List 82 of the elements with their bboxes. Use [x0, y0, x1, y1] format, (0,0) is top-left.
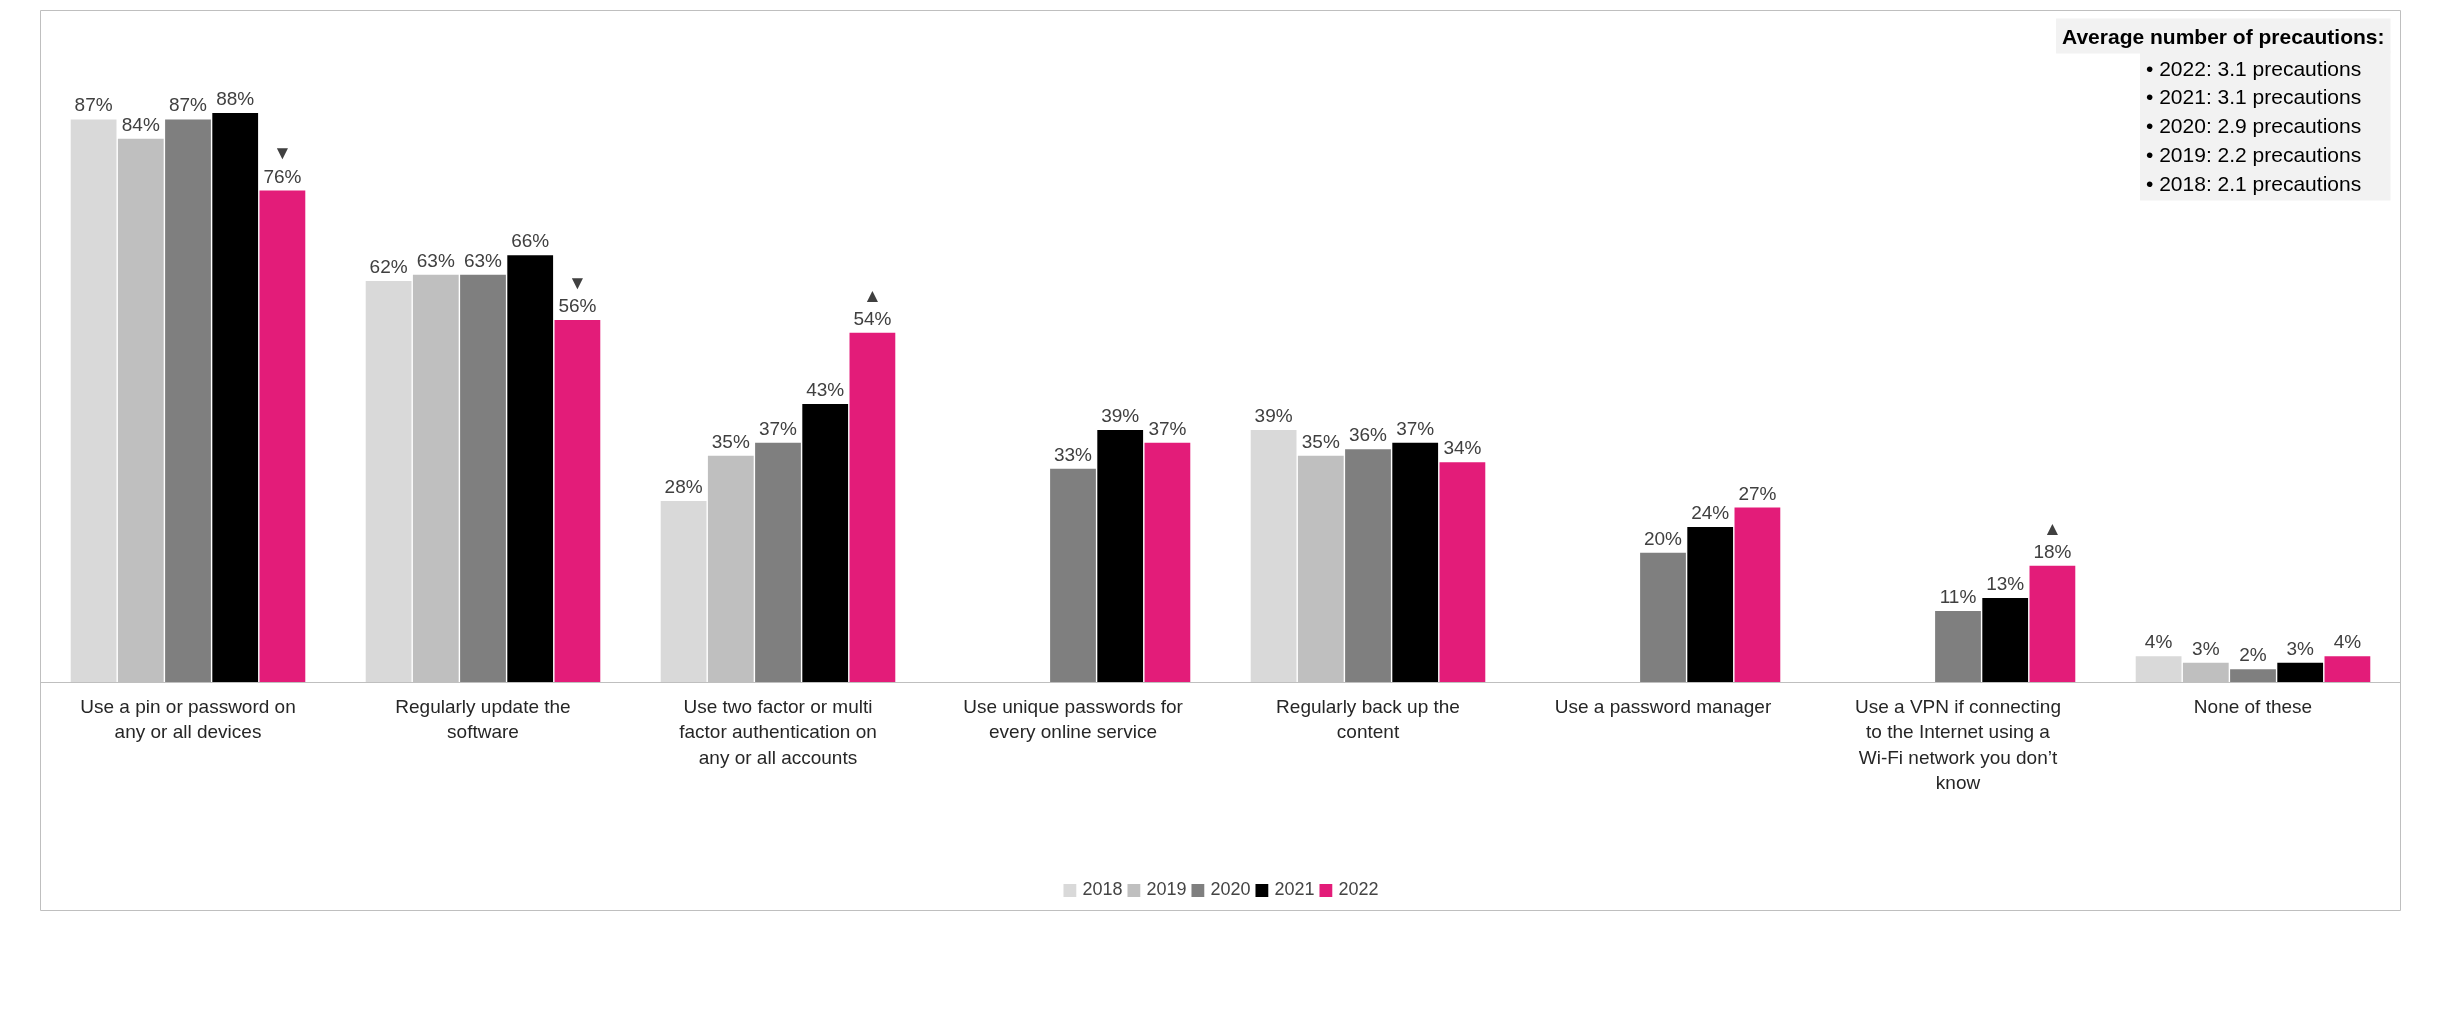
data-label: 63%: [416, 249, 455, 271]
data-label: 2%: [2239, 644, 2267, 666]
data-label: ▲ 54%: [853, 284, 892, 329]
bar: [2230, 669, 2276, 683]
data-label: 84%: [121, 113, 160, 135]
bar: [1144, 442, 1191, 683]
bar: [849, 332, 896, 683]
bar: [507, 255, 554, 683]
data-label: 43%: [806, 379, 845, 401]
data-label: 35%: [1301, 430, 1340, 452]
annotation: • 2018: 2.1 precautions: [2145, 171, 2362, 195]
bar: [554, 319, 601, 683]
data-label: ▼ 76%: [263, 142, 302, 187]
bar: [802, 404, 849, 683]
x-tick-label: None of these: [2193, 696, 2313, 718]
bar: [1640, 552, 1686, 683]
data-label: ▼ 56%: [558, 271, 597, 316]
data-label: 37%: [758, 417, 798, 439]
data-label: 4%: [2144, 631, 2173, 653]
x-tick-label: Use a VPN if connecting to the Internet using a Wi-Fi network you don’t know: [1855, 696, 2061, 793]
bar: [70, 119, 117, 683]
bar: [1734, 507, 1781, 683]
bar: [2029, 565, 2076, 683]
data-label: 62%: [369, 256, 408, 278]
text: • 2022: 3.1 precautions: [2145, 56, 2362, 80]
bar: [2277, 662, 2324, 683]
x-tick-label: Use two factor or multi factor authentication on any or all accounts: [679, 696, 877, 768]
data-label: 37%: [1396, 417, 1435, 439]
data-label: 3%: [2192, 637, 2220, 659]
data-label: 66%: [511, 230, 550, 252]
data-label: 88%: [216, 87, 255, 109]
bar: [259, 190, 306, 683]
x-tick-label: Regularly back up the content: [1276, 696, 1460, 743]
x-tick-label: Use a pin or password on any or all devices: [80, 696, 296, 743]
x-tick-label: Use unique passwords for every online service: [963, 696, 1184, 743]
bar: [1439, 462, 1486, 683]
annotation: • 2019: 2.2 precautions: [2145, 142, 2362, 166]
bar: [365, 281, 412, 683]
data-label: 4%: [2333, 631, 2362, 653]
data-label: 39%: [1254, 404, 1293, 426]
legend-label: 2018: [1082, 879, 1123, 900]
bar: [1345, 449, 1391, 683]
data-label: 28%: [664, 476, 703, 498]
data-label: 87%: [168, 94, 208, 116]
bar: [1935, 610, 1981, 683]
legend-label: 2020: [1210, 879, 1251, 900]
bar: [1982, 598, 2029, 683]
bar: [212, 112, 259, 683]
bar: [165, 119, 211, 683]
data-label: 37%: [1148, 417, 1187, 439]
data-label: 33%: [1053, 443, 1093, 465]
bar: [2135, 656, 2182, 683]
bar: [755, 442, 801, 683]
legend-label: 2019: [1146, 879, 1187, 900]
legend-label: 2021: [1274, 879, 1315, 900]
data-label: 3%: [2286, 637, 2315, 659]
bar: [2324, 656, 2371, 683]
data-label: 20%: [1643, 527, 1683, 549]
data-label: 35%: [711, 430, 750, 452]
annotation: • 2020: 2.9 precautions: [2145, 114, 2362, 137]
legend-label: 2022: [1338, 879, 1379, 900]
bar: [1687, 526, 1734, 683]
bar: [1050, 468, 1096, 683]
text: • 2021: 3.1 precautions: [2145, 85, 2362, 109]
bar: [460, 274, 506, 683]
data-label: 24%: [1691, 501, 1730, 523]
text: Average number of precautions:: [2062, 24, 2385, 48]
bar: [1097, 429, 1144, 683]
data-label: 63%: [463, 249, 503, 271]
x-tick-label: Regularly update the software: [395, 696, 571, 743]
bar: [660, 501, 707, 683]
data-label: 13%: [1986, 573, 2025, 595]
data-label: 36%: [1348, 424, 1388, 446]
data-label: 34%: [1443, 437, 1482, 459]
bar: [1250, 429, 1297, 683]
data-label: 39%: [1101, 404, 1140, 426]
data-label: 27%: [1738, 482, 1777, 504]
bar: [1392, 442, 1439, 683]
data-label: ▲ 18%: [2033, 517, 2072, 562]
x-tick-label: Use a password manager: [1554, 696, 1772, 718]
data-label: 87%: [74, 94, 113, 116]
data-label: 11%: [1939, 585, 1977, 607]
